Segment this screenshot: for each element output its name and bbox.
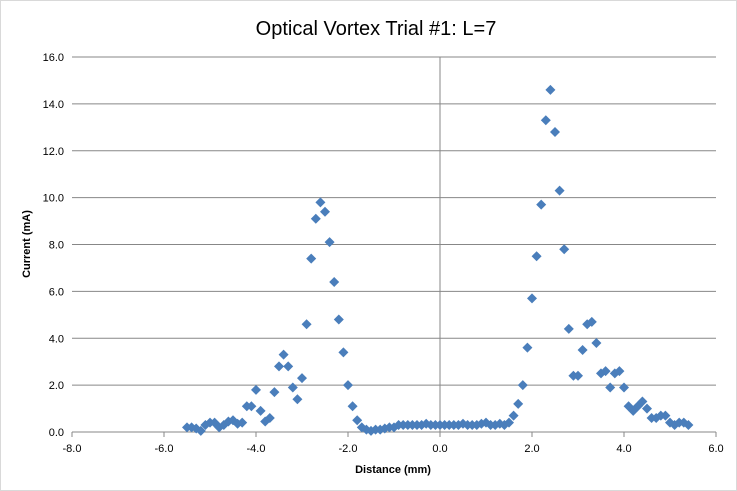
data-point [504, 417, 514, 428]
data-point [513, 398, 524, 409]
data-point [508, 410, 519, 421]
data-point [522, 342, 533, 353]
x-axis-label: Distance (mm) [355, 464, 431, 476]
data-point [343, 380, 353, 391]
data-point [517, 380, 528, 391]
y-tick-label: 12.0 [43, 146, 64, 158]
gridlines [72, 56, 716, 386]
data-point [527, 293, 537, 304]
x-tick-labels: -8.0 -6.0 -4.0 -2.0 0.0 2.0 4.0 6.0 [63, 443, 724, 455]
y-tick-label: 8.0 [49, 240, 64, 252]
data-points [182, 84, 694, 436]
data-point [347, 401, 358, 412]
y-axis-label: Current (mA) [21, 210, 33, 278]
x-tick-label: -4.0 [247, 443, 266, 455]
data-point [554, 185, 565, 196]
data-point [577, 344, 588, 355]
data-point [251, 384, 261, 395]
y-tick-label: 14.0 [43, 99, 64, 111]
chart-title: Optical Vortex Trial #1: L=7 [256, 18, 497, 40]
data-point [619, 382, 629, 393]
x-tick-label: -6.0 [155, 443, 174, 455]
data-point [683, 419, 694, 430]
data-point [310, 213, 321, 224]
y-tick-label: 10.0 [43, 193, 64, 205]
x-tick-label: -8.0 [63, 443, 82, 455]
y-tick-label: 4.0 [49, 333, 64, 345]
data-point [324, 237, 335, 248]
data-point [550, 127, 560, 137]
data-point [563, 323, 574, 334]
data-point [352, 415, 363, 426]
x-tick-label: 2.0 [524, 443, 539, 455]
x-tick-label: 6.0 [708, 443, 723, 455]
data-point [573, 370, 583, 381]
data-point [301, 319, 312, 330]
y-tick-label: 2.0 [49, 380, 64, 392]
y-tick-label: 6.0 [49, 286, 64, 298]
data-point [255, 405, 266, 416]
y-tick-labels: 0.0 2.0 4.0 6.0 8.0 10.0 12.0 14.0 16.0 [43, 52, 64, 439]
data-point [264, 412, 275, 423]
data-point [278, 349, 289, 360]
data-point [269, 387, 280, 398]
data-point [297, 373, 307, 384]
data-point [338, 347, 349, 358]
x-tick-label: 4.0 [616, 443, 631, 455]
x-tick-label: 0.0 [432, 443, 447, 455]
data-point [545, 84, 556, 95]
data-point [540, 115, 551, 126]
data-point [274, 361, 284, 372]
axes [71, 57, 717, 437]
data-point [246, 401, 257, 412]
y-tick-label: 16.0 [43, 52, 64, 64]
data-point [333, 314, 344, 325]
data-point [315, 197, 326, 208]
data-point [329, 277, 340, 287]
data-point [292, 394, 303, 405]
data-point [531, 251, 542, 262]
data-point [287, 382, 298, 393]
data-point [586, 316, 597, 327]
data-point [195, 425, 206, 436]
data-point [614, 366, 625, 377]
data-point [320, 206, 330, 217]
y-tick-label: 0.0 [49, 427, 64, 439]
data-point [559, 244, 570, 255]
data-point [637, 396, 648, 407]
data-point [536, 199, 547, 210]
data-point [600, 366, 611, 377]
data-point [237, 417, 248, 428]
data-point [642, 403, 652, 414]
data-point [306, 253, 317, 264]
x-tick-label: -2.0 [339, 443, 358, 455]
data-point [660, 410, 671, 421]
data-point [283, 361, 294, 372]
data-point [605, 382, 616, 393]
data-point [591, 337, 602, 348]
